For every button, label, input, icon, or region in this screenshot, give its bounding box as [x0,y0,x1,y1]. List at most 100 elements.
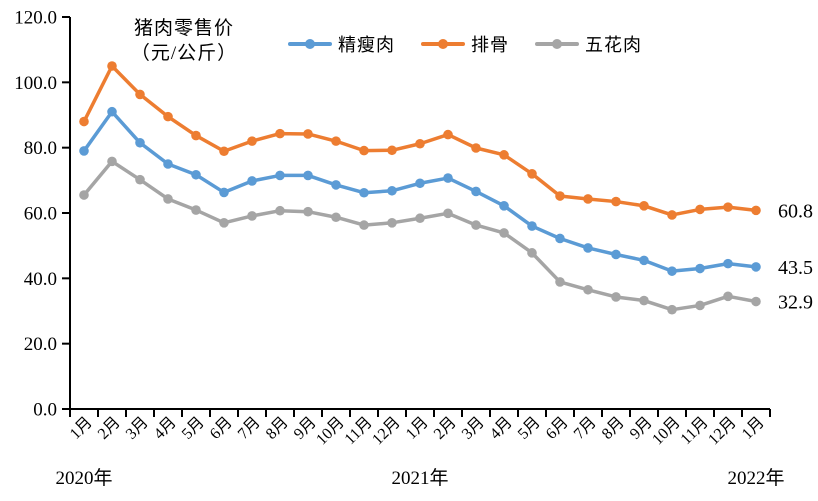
legend: 精瘦肉 排骨 五花肉 [288,32,642,56]
series-0-marker [443,173,453,183]
y-axis-tick-label: 120.0 [14,8,57,29]
x-axis-month-label: 12月 [705,414,740,449]
series-1-marker [639,201,649,211]
legend-item-series-1: 排骨 [421,31,509,57]
x-axis-month-label: 3月 [123,414,152,443]
series-0-marker [723,258,733,269]
x-axis-month-label: 6月 [543,414,572,443]
x-axis-month-label: 11月 [342,414,376,448]
chart-title-line1: 猪肉零售价 [133,18,234,39]
series-2-marker [751,296,761,307]
x-axis-month-label: 12月 [369,414,404,449]
series-1-marker [499,150,509,160]
series-1-marker [471,143,481,153]
x-axis-year-label: 2021年 [391,467,448,489]
y-axis-tick-label: 20.0 [24,334,57,355]
series-1-marker [163,111,173,122]
series-1-marker [107,61,117,71]
series-2-marker [443,208,453,219]
x-axis-month-label: 3月 [459,414,488,443]
series-1-marker [79,116,89,127]
series-0-marker [331,180,341,190]
series-2-marker [667,304,677,315]
x-axis-month-label: 1月 [403,414,432,443]
series-1-marker [443,129,453,140]
dot-icon [438,39,448,49]
x-axis-month-label: 7月 [235,414,264,443]
series-0-marker [471,186,481,197]
series-2-marker [695,300,705,311]
series-1-marker [135,89,145,100]
x-axis-month-label: 5月 [179,414,208,443]
x-axis-month-label: 11月 [678,414,712,448]
x-axis-month-label: 8月 [263,414,292,443]
y-axis-tick-label: 40.0 [24,269,57,290]
series-0-marker [387,185,397,196]
series-2-marker [219,218,229,228]
series-1-marker [191,130,201,141]
series-1-marker [723,202,733,212]
line-marker-icon [288,39,332,49]
series-0-marker [163,159,173,169]
series-2-marker [387,218,397,228]
series-1-marker [219,146,229,157]
series-2-marker [611,292,621,302]
series-0-marker [135,137,145,148]
series-1-marker [667,210,677,220]
series-0-marker [219,187,229,198]
x-axis-year-label: 2022年 [727,467,784,489]
dot-icon [552,39,562,49]
series-0-marker [639,255,649,266]
series-2-marker [583,284,593,295]
series-2-marker [247,211,257,221]
series-1-marker [583,194,593,204]
series-1-marker [415,138,425,149]
series-2-marker [135,174,145,185]
series-0-marker [79,146,89,156]
series-0-marker [667,266,677,276]
y-axis-tick-label: 100.0 [14,73,57,94]
x-axis-year-label: 2020年 [55,467,112,489]
series-2-marker [303,206,313,217]
x-axis-month-label: 6月 [207,414,236,443]
series-0-end-value-label: 43.5 [778,257,813,279]
line-marker-icon [535,39,579,49]
series-1-end-value-label: 60.8 [778,200,813,222]
x-axis-month-label: 2月 [95,414,124,443]
series-1-marker [331,136,341,146]
x-axis-month-label: 7月 [571,414,600,443]
legend-label: 五花肉 [585,35,642,55]
x-axis-month-label: 1月 [67,414,96,443]
series-2-marker [499,228,509,238]
series-0-marker [107,106,117,117]
series-2-marker [471,220,481,230]
series-1-marker [275,128,285,139]
x-axis-month-label: 10月 [313,414,348,449]
series-1-marker [611,196,621,207]
series-1-marker [303,129,313,139]
legend-item-series-2: 五花肉 [535,31,642,57]
series-1-marker [359,145,369,156]
series-2-end-value-label: 32.9 [778,292,813,314]
series-1-marker [527,169,537,179]
y-axis-tick-label: 60.0 [24,204,57,225]
series-2-marker [415,213,425,224]
series-0-marker [359,187,369,198]
series-2-marker [107,156,117,167]
series-1-marker [387,145,397,156]
legend-label: 精瘦肉 [338,35,395,55]
series-0-marker [555,233,565,244]
x-axis-month-label: 8月 [599,414,628,443]
series-0-marker [751,262,761,272]
series-2-marker [79,190,89,200]
series-2-marker [191,205,201,215]
series-0-marker [695,263,705,274]
series-0-marker [275,170,285,181]
y-axis-tick-label: 0.0 [33,400,57,421]
series-2-marker [275,205,285,216]
series-0-marker [415,178,425,189]
x-axis-month-label: 2月 [431,414,460,443]
series-0-marker [527,221,537,231]
